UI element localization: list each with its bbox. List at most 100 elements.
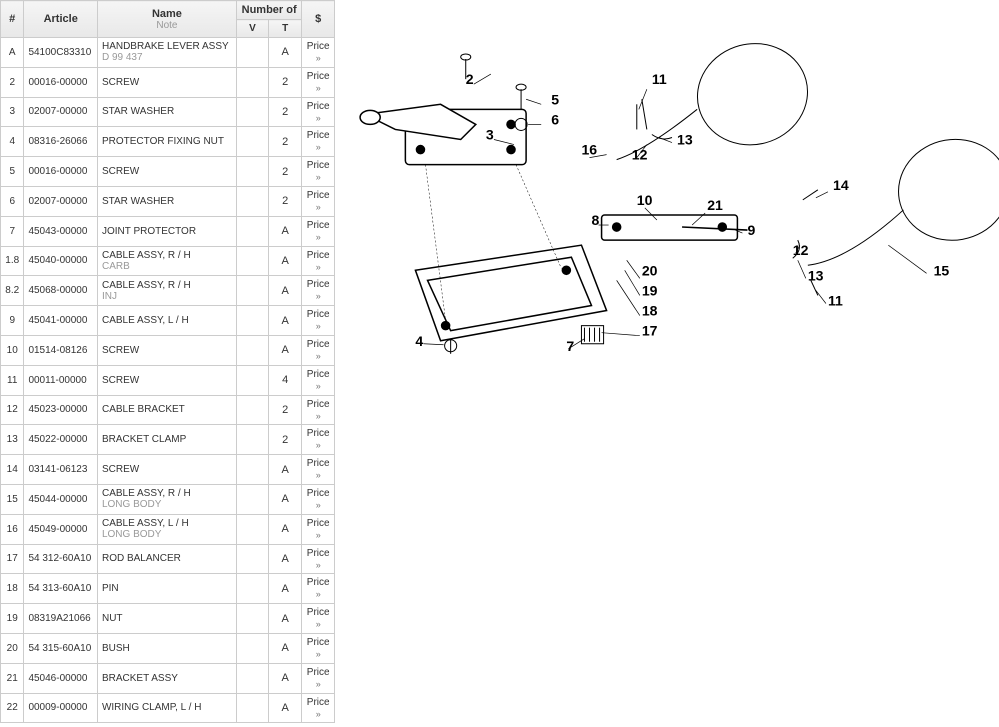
- row-article[interactable]: 00016-00000: [24, 157, 98, 187]
- row-article[interactable]: 02007-00000: [24, 97, 98, 127]
- row-name: BRACKET ASSY: [97, 663, 236, 693]
- row-num: 3: [1, 97, 24, 127]
- row-article[interactable]: 45046-00000: [24, 663, 98, 693]
- price-link[interactable]: Price»: [302, 663, 335, 693]
- row-name: HANDBRAKE LEVER ASSYD 99 437: [97, 38, 236, 68]
- price-link[interactable]: Price»: [302, 306, 335, 336]
- row-name: JOINT PROTECTOR: [97, 216, 236, 246]
- row-article[interactable]: 45049-00000: [24, 514, 98, 544]
- row-num: 14: [1, 455, 24, 485]
- price-link[interactable]: Price»: [302, 186, 335, 216]
- row-v: [236, 395, 268, 425]
- row-v: [236, 306, 268, 336]
- table-row: 8.245068-00000CABLE ASSY, R / HINJAPrice…: [1, 276, 335, 306]
- header-num[interactable]: #: [1, 1, 24, 38]
- row-article[interactable]: 54100C83310: [24, 38, 98, 68]
- row-v: [236, 216, 268, 246]
- price-link[interactable]: Price»: [302, 38, 335, 68]
- row-v: [236, 455, 268, 485]
- price-link[interactable]: Price»: [302, 633, 335, 663]
- row-v: [236, 574, 268, 604]
- callout-5: 5: [551, 91, 559, 107]
- row-name: CABLE ASSY, R / HCARB: [97, 246, 236, 276]
- price-link[interactable]: Price»: [302, 157, 335, 187]
- row-name: CABLE BRACKET: [97, 395, 236, 425]
- price-link[interactable]: Price»: [302, 425, 335, 455]
- callout-18: 18: [642, 303, 658, 319]
- price-link[interactable]: Price»: [302, 395, 335, 425]
- row-t: 2: [268, 67, 301, 97]
- price-link[interactable]: Price»: [302, 544, 335, 574]
- row-article[interactable]: 00011-00000: [24, 365, 98, 395]
- row-name: SCREW: [97, 335, 236, 365]
- row-name: SCREW: [97, 365, 236, 395]
- row-article[interactable]: 45022-00000: [24, 425, 98, 455]
- row-article[interactable]: 02007-00000: [24, 186, 98, 216]
- row-article[interactable]: 54 313-60A10: [24, 574, 98, 604]
- table-row: 408316-26066PROTECTOR FIXING NUT2Price»: [1, 127, 335, 157]
- price-link[interactable]: Price»: [302, 693, 335, 723]
- parts-table-container: # Article Name Note Number of $ V T A 541…: [0, 0, 335, 723]
- row-article[interactable]: 03141-06123: [24, 455, 98, 485]
- row-v: [236, 514, 268, 544]
- row-v: [236, 276, 268, 306]
- header-article[interactable]: Article: [24, 1, 98, 38]
- price-link[interactable]: Price»: [302, 335, 335, 365]
- row-t: A: [268, 335, 301, 365]
- row-v: [236, 693, 268, 723]
- price-link[interactable]: Price»: [302, 484, 335, 514]
- row-name: CABLE ASSY, R / HINJ: [97, 276, 236, 306]
- callout-13: 13: [808, 267, 824, 283]
- price-link[interactable]: Price»: [302, 216, 335, 246]
- row-article[interactable]: 54 312-60A10: [24, 544, 98, 574]
- callout-15: 15: [934, 262, 950, 278]
- row-num: 18: [1, 574, 24, 604]
- callout-17: 17: [642, 323, 658, 339]
- header-t[interactable]: T: [268, 20, 301, 38]
- header-v[interactable]: V: [236, 20, 268, 38]
- price-link[interactable]: Price»: [302, 574, 335, 604]
- price-link[interactable]: Price»: [302, 67, 335, 97]
- price-link[interactable]: Price»: [302, 97, 335, 127]
- row-article[interactable]: 08319A21066: [24, 604, 98, 634]
- row-article[interactable]: 45040-00000: [24, 246, 98, 276]
- row-article[interactable]: 45043-00000: [24, 216, 98, 246]
- callout-3: 3: [486, 127, 494, 143]
- row-v: [236, 663, 268, 693]
- price-link[interactable]: Price»: [302, 276, 335, 306]
- callout-6: 6: [551, 111, 559, 127]
- price-link[interactable]: Price»: [302, 604, 335, 634]
- row-article[interactable]: 45044-00000: [24, 484, 98, 514]
- header-number-of[interactable]: Number of: [236, 1, 302, 20]
- row-t: 4: [268, 365, 301, 395]
- price-link[interactable]: Price»: [302, 127, 335, 157]
- table-row: 1754 312-60A10ROD BALANCERAPrice»: [1, 544, 335, 574]
- row-num: 13: [1, 425, 24, 455]
- row-article[interactable]: 45068-00000: [24, 276, 98, 306]
- row-name: CABLE ASSY, R / HLONG BODY: [97, 484, 236, 514]
- row-article[interactable]: 45023-00000: [24, 395, 98, 425]
- row-article[interactable]: 01514-08126: [24, 335, 98, 365]
- table-row: 1.845040-00000CABLE ASSY, R / HCARBAPric…: [1, 246, 335, 276]
- row-name: BRACKET CLAMP: [97, 425, 236, 455]
- table-row: 1854 313-60A10PINAPrice»: [1, 574, 335, 604]
- table-row: 1245023-00000CABLE BRACKET2Price»: [1, 395, 335, 425]
- price-link[interactable]: Price»: [302, 246, 335, 276]
- row-article[interactable]: 54 315-60A10: [24, 633, 98, 663]
- row-v: [236, 38, 268, 68]
- row-article[interactable]: 00016-00000: [24, 67, 98, 97]
- row-article[interactable]: 00009-00000: [24, 693, 98, 723]
- price-link[interactable]: Price»: [302, 514, 335, 544]
- header-price[interactable]: $: [302, 1, 335, 38]
- price-link[interactable]: Price»: [302, 455, 335, 485]
- row-article[interactable]: 45041-00000: [24, 306, 98, 336]
- row-v: [236, 484, 268, 514]
- header-name[interactable]: Name Note: [97, 1, 236, 38]
- row-article[interactable]: 08316-26066: [24, 127, 98, 157]
- price-link[interactable]: Price»: [302, 365, 335, 395]
- table-row: 945041-00000CABLE ASSY, L / HAPrice»: [1, 306, 335, 336]
- row-v: [236, 157, 268, 187]
- callout-9: 9: [747, 222, 755, 238]
- row-num: 8.2: [1, 276, 24, 306]
- row-t: 2: [268, 186, 301, 216]
